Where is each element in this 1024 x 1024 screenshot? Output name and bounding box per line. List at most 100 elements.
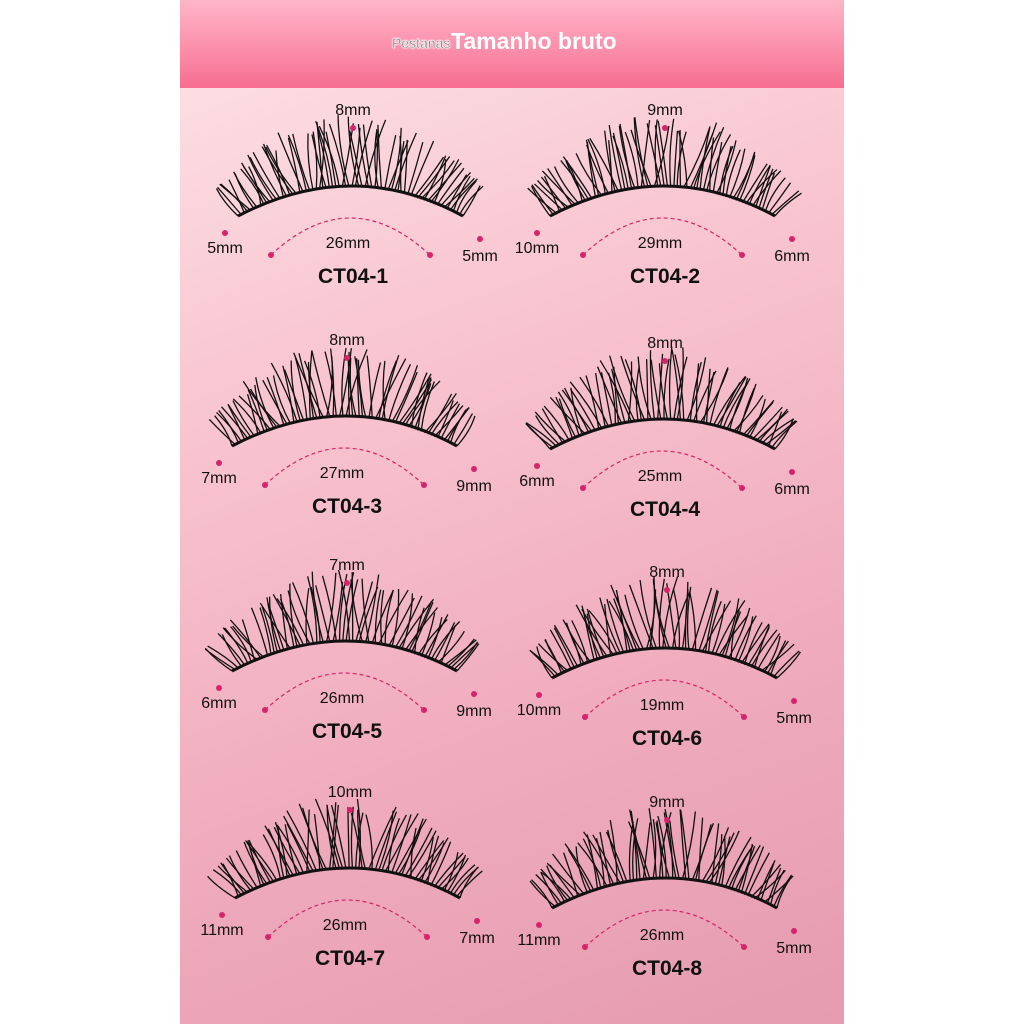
- lash-strand: [232, 398, 262, 435]
- lash-strand: [204, 647, 233, 672]
- lash-strand: [649, 576, 656, 649]
- lash-strand: [604, 604, 612, 657]
- lash-strand: [733, 615, 757, 662]
- lash-strand: [267, 602, 285, 652]
- measure-dot: [222, 230, 228, 236]
- lash-strand: [459, 185, 484, 215]
- measure-dot: [789, 236, 795, 242]
- lash-strand: [217, 865, 249, 894]
- lash-strand: [423, 393, 457, 434]
- lash-strand: [354, 356, 364, 417]
- lash-strand: [767, 182, 792, 214]
- lash-strand: [350, 579, 364, 643]
- lash-strand: [529, 649, 556, 678]
- lash-strand: [738, 155, 756, 202]
- lash-strand: [397, 827, 422, 876]
- lash-strand: [207, 875, 236, 899]
- lash-strand: [764, 420, 797, 446]
- lash-strand: [756, 859, 776, 901]
- lash-strand: [381, 354, 400, 421]
- lash-strand: [414, 377, 432, 430]
- lash-strand: [433, 852, 464, 888]
- band-length-label: 19mm: [639, 697, 685, 714]
- lash-strand: [755, 408, 788, 442]
- lash-strand: [608, 140, 613, 194]
- lash-illustration: [207, 798, 483, 940]
- lash-strand: [543, 175, 561, 213]
- lash-strand: [378, 360, 398, 420]
- lash-band: [549, 184, 776, 218]
- lash-band: [237, 184, 464, 218]
- left-length-label: 5mm: [207, 240, 243, 257]
- lash-strand: [247, 840, 262, 888]
- lash-strand: [354, 120, 373, 187]
- model-name: CT04-1: [317, 265, 389, 288]
- lash-strand: [747, 852, 770, 897]
- lash-strand: [298, 353, 318, 419]
- band-length-label: 26mm: [319, 690, 365, 707]
- lash-strand: [540, 868, 566, 903]
- lash-strand: [298, 803, 324, 870]
- lash-strand: [724, 836, 752, 889]
- lash-strand: [557, 391, 580, 438]
- lash-strand: [387, 364, 412, 422]
- lash-strand: [423, 614, 449, 659]
- lash-strand: [566, 160, 584, 203]
- lash-strand: [276, 598, 305, 646]
- measure-dot: [262, 482, 268, 488]
- lash-strand: [735, 151, 756, 201]
- lash-strand: [305, 588, 310, 646]
- lash-strand: [216, 411, 243, 443]
- lash-strand: [332, 581, 344, 642]
- measure-dot: [219, 912, 225, 918]
- lash-strand: [217, 633, 246, 666]
- lash-strand: [416, 156, 451, 199]
- lash-strand: [423, 155, 447, 201]
- lash-strand: [234, 173, 255, 210]
- lash-strand: [312, 131, 318, 190]
- lash-strand: [609, 819, 618, 885]
- lash-strand: [680, 810, 690, 880]
- lash-strand: [758, 168, 774, 210]
- lash-strand: [413, 840, 445, 881]
- band-length-label: 25mm: [637, 468, 683, 485]
- lash-strand: [608, 124, 623, 191]
- lash-strand: [324, 351, 337, 417]
- lash-strand: [266, 597, 282, 653]
- lash-strand: [426, 162, 462, 203]
- lash-strand: [436, 167, 465, 206]
- lash-strand: [276, 824, 305, 874]
- lash-strand: [585, 375, 600, 431]
- lash-strand: [630, 812, 648, 880]
- lash-strand: [351, 572, 354, 642]
- lash-strand: [228, 179, 246, 214]
- lash-strand: [262, 834, 282, 881]
- band-length-label: 26mm: [322, 917, 368, 934]
- lash-strand: [773, 650, 800, 678]
- lash-strand: [378, 589, 409, 645]
- lash-strand: [374, 589, 382, 644]
- lash-strand: [714, 599, 746, 656]
- lash-strand: [351, 127, 361, 187]
- lash-strand: [433, 159, 447, 205]
- lash-strand: [735, 383, 757, 434]
- lash-strand: [761, 172, 776, 211]
- lash-strand: [274, 821, 288, 879]
- lash-strand: [624, 359, 642, 421]
- false-lash-icon: [527, 116, 802, 218]
- lash-strand: [397, 373, 432, 425]
- lash-strand: [259, 607, 272, 656]
- lash-strand: [689, 122, 718, 189]
- lash-strand: [613, 598, 631, 652]
- lash-strand: [427, 393, 453, 435]
- lash-strand: [222, 627, 259, 661]
- lash-strand: [317, 129, 330, 188]
- page-title: Tamanho bruto: [451, 28, 617, 54]
- lash-strand: [549, 396, 587, 436]
- lash-strand: [607, 372, 616, 426]
- lash-strand: [259, 602, 292, 650]
- lash-strand: [599, 597, 622, 654]
- lash-strand: [650, 359, 662, 420]
- lash-strand: [267, 828, 292, 878]
- lash-strand: [691, 824, 712, 881]
